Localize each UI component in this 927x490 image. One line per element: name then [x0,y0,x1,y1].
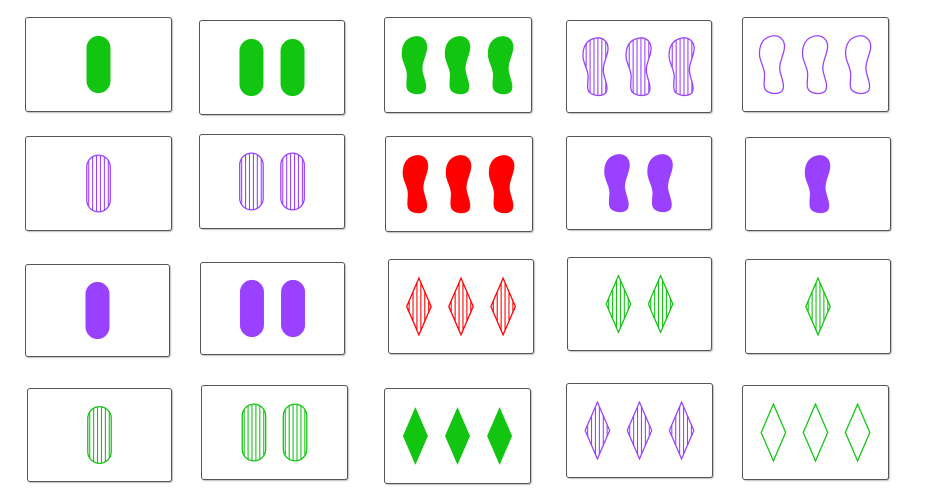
squiggle-solid-red-icon [402,155,429,214]
card-symbols [239,279,306,338]
oval-striped-purple-icon [86,154,111,213]
diamond-striped-green-icon [647,274,674,334]
squiggle-empty-purple-icon [758,35,786,95]
oval-striped-green-icon [87,405,112,465]
diamond-striped-green-icon [605,274,632,334]
diamond-empty-green-icon [760,402,787,463]
card-symbols [85,281,110,340]
set-card-1[interactable] [25,17,172,112]
card-symbols [86,35,111,94]
card-symbols [405,276,517,337]
diamond-empty-green-icon [802,402,829,463]
squiggle-solid-purple-icon [647,154,673,213]
card-symbols [241,403,308,462]
squiggle-solid-green-icon [487,36,514,95]
set-card-10[interactable] [745,137,891,231]
card-symbols [402,155,515,214]
set-card-13[interactable] [388,259,534,354]
card-symbols [239,38,305,97]
diamond-striped-red-icon [405,276,432,337]
set-card-14[interactable] [567,257,712,351]
squiggle-solid-purple-icon [804,155,831,214]
squiggle-striped-purple-icon [625,37,652,97]
oval-solid-green-icon [239,38,264,97]
diamond-striped-red-icon [490,276,517,337]
diamond-striped-purple-icon [584,400,611,461]
squiggle-solid-green-icon [444,36,471,95]
squiggle-solid-red-icon [445,155,472,214]
diamond-striped-green-icon [805,276,831,337]
oval-striped-purple-icon [280,152,305,211]
set-card-15[interactable] [745,259,891,354]
card-symbols [86,154,111,213]
card-symbols [760,402,871,463]
squiggle-solid-green-icon [401,36,428,95]
diamond-solid-green-icon [402,406,428,466]
diamond-striped-purple-icon [668,400,695,461]
card-symbols [604,154,673,213]
card-symbols [87,405,112,465]
oval-striped-green-icon [282,403,308,462]
set-card-7[interactable] [199,134,345,229]
oval-striped-green-icon [241,403,267,462]
squiggle-striped-purple-icon [668,37,695,97]
squiggle-empty-purple-icon [801,35,829,95]
card-symbols [584,400,695,461]
set-card-5[interactable] [742,17,889,112]
card-symbols [758,35,872,95]
diamond-striped-red-icon [448,276,474,337]
set-card-6[interactable] [25,136,172,231]
oval-striped-purple-icon [239,152,264,211]
squiggle-solid-red-icon [488,155,515,214]
diamond-solid-green-icon [444,406,471,466]
set-card-4[interactable] [566,20,712,113]
diamond-empty-green-icon [844,402,871,463]
set-card-9[interactable] [566,136,712,230]
oval-solid-purple-icon [85,281,110,340]
squiggle-striped-purple-icon [582,37,609,97]
oval-solid-green-icon [86,35,111,94]
set-card-11[interactable] [25,264,170,357]
oval-solid-green-icon [280,38,305,97]
card-symbols [582,37,695,97]
card-symbols [402,406,513,466]
oval-solid-purple-icon [239,279,264,338]
diamond-solid-green-icon [487,406,513,466]
set-card-16[interactable] [27,388,172,482]
set-card-19[interactable] [566,383,713,478]
card-symbols [239,152,305,211]
squiggle-empty-purple-icon [844,35,872,95]
diamond-striped-purple-icon [626,400,653,461]
oval-solid-purple-icon [281,279,306,338]
card-symbols [401,36,514,95]
set-card-8[interactable] [385,136,533,232]
card-symbols [605,274,674,334]
card-symbols [805,276,831,337]
squiggle-solid-purple-icon [604,154,630,213]
set-card-20[interactable] [742,385,889,480]
card-symbols [804,155,831,214]
set-card-18[interactable] [384,388,531,484]
set-card-3[interactable] [384,17,532,113]
set-card-2[interactable] [199,20,345,115]
set-card-17[interactable] [201,385,348,480]
set-card-12[interactable] [200,262,345,355]
